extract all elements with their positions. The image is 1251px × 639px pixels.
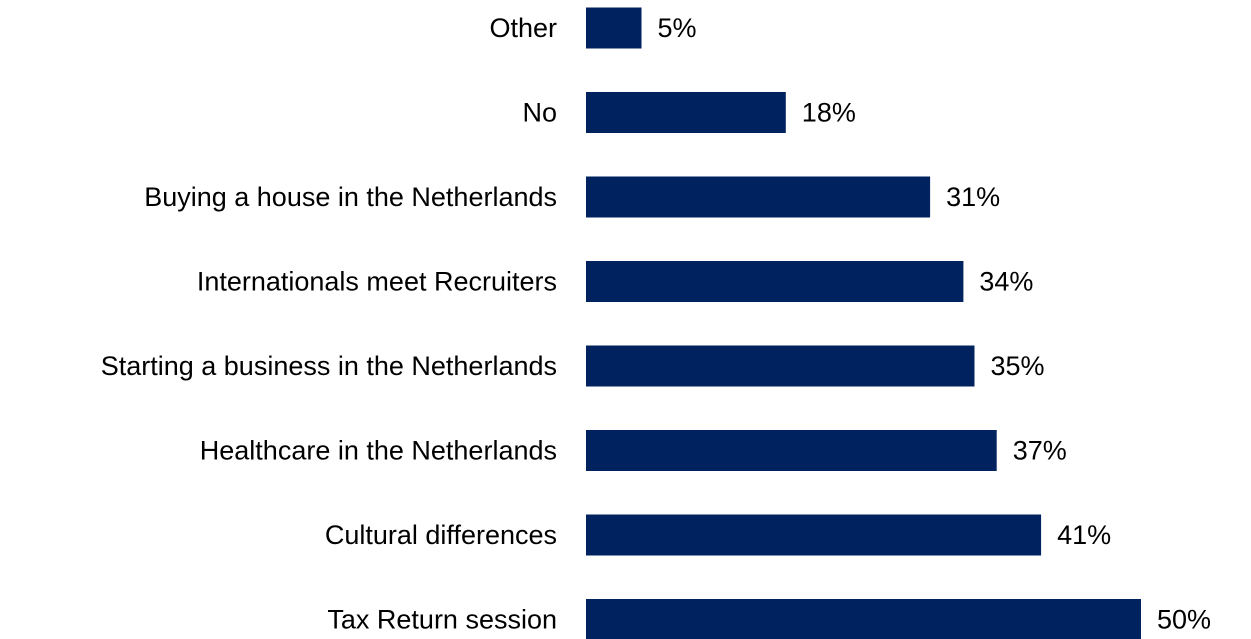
value-labels: 5% 18% 31% 34% 35% 37% 41% 50% xyxy=(658,13,1212,635)
value-label: 35% xyxy=(991,351,1045,381)
category-label: Internationals meet Recruiters xyxy=(197,267,557,297)
category-label: Buying a house in the Netherlands xyxy=(144,182,557,212)
category-label: Tax Return session xyxy=(327,605,557,635)
bar xyxy=(586,7,642,49)
value-label: 18% xyxy=(802,98,856,128)
bars-group xyxy=(586,7,1141,639)
value-label: 41% xyxy=(1057,520,1111,550)
category-label: Cultural differences xyxy=(325,520,557,550)
bar xyxy=(586,514,1042,556)
bar xyxy=(586,176,931,218)
bar xyxy=(586,430,997,471)
bar xyxy=(586,92,786,133)
category-labels: Other No Buying a house in the Netherlands… xyxy=(101,13,557,635)
value-label: 34% xyxy=(979,267,1033,297)
category-label: No xyxy=(522,98,557,128)
bar xyxy=(586,345,975,387)
category-label: Other xyxy=(489,13,557,43)
category-label: Healthcare in the Netherlands xyxy=(200,436,557,466)
bar xyxy=(586,261,964,302)
value-label: 50% xyxy=(1157,605,1211,635)
value-label: 5% xyxy=(658,13,697,43)
value-label: 31% xyxy=(946,182,1000,212)
category-label: Starting a business in the Netherlands xyxy=(101,351,557,381)
bar xyxy=(586,599,1141,639)
value-label: 37% xyxy=(1013,436,1067,466)
